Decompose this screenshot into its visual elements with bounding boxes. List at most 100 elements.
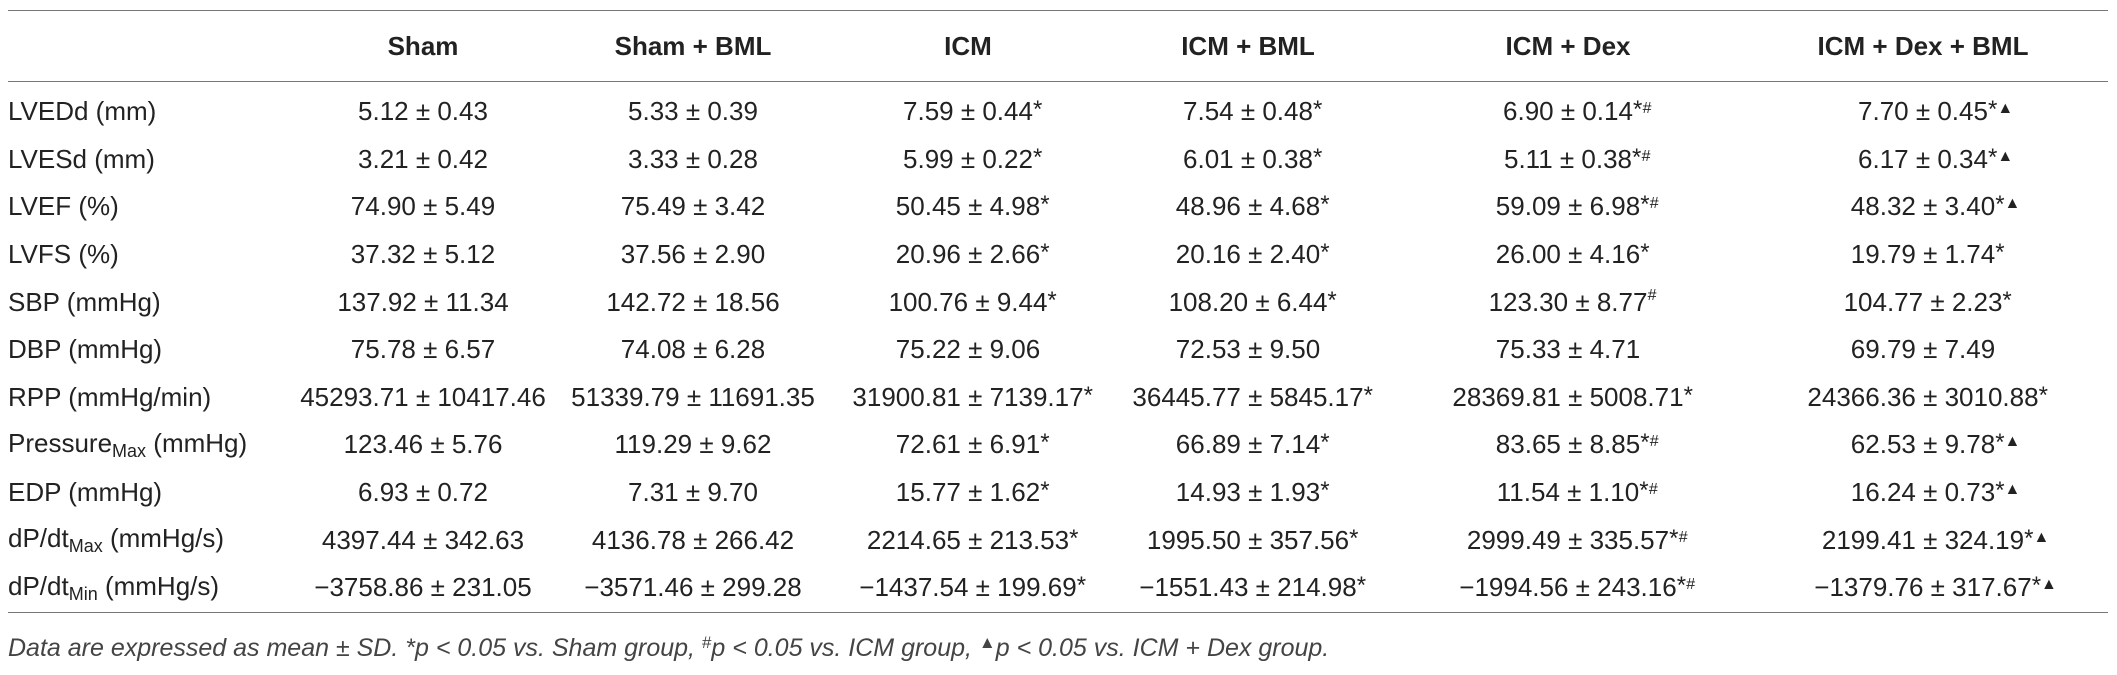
cell-content: 20.96 ± 2.66 * <box>896 239 1050 270</box>
cell-content: 6.17 ± 0.34 *▲ <box>1858 144 2013 175</box>
star-mark: * <box>1083 381 1093 409</box>
star-mark: * <box>1995 191 2005 219</box>
table-body: LVEDd (mm) 5.12 ± 0.43 5.33 ± 0.39 7.59 ± 0… <box>8 82 2108 613</box>
header-cell <box>8 11 298 82</box>
star-mark: * <box>1987 96 1998 124</box>
table-cell: −1437.54 ± 199.69 * <box>838 564 1098 612</box>
star-mark: * <box>1320 429 1330 457</box>
table-cell: 48.96 ± 4.68 * <box>1098 183 1398 231</box>
star-mark: * <box>1632 96 1643 124</box>
table-cell: 7.59 ± 0.44 * <box>838 82 1098 136</box>
triangle-mark: ▲ <box>1997 100 2014 118</box>
significance-marks: * <box>1047 285 1056 312</box>
table-row: LVEDd (mm) 5.12 ± 0.43 5.33 ± 0.39 7.59 ± 0… <box>8 82 2108 136</box>
table-cell: −1994.56 ± 243.16 *# <box>1398 564 1738 612</box>
cell-content: 75.22 ± 9.06 <box>896 334 1040 365</box>
cell-content: 45293.71 ± 10417.46 <box>300 382 546 413</box>
cell-content: −3571.46 ± 299.28 <box>584 572 801 603</box>
row-label-text: dP/dt <box>8 570 69 601</box>
cell-content: −1437.54 ± 199.69 * <box>859 572 1086 603</box>
star-mark: * <box>1047 286 1057 314</box>
significance-marks: *# <box>1640 427 1658 455</box>
cell-content: 62.53 ± 9.78 *▲ <box>1850 429 2021 460</box>
hash-mark: # <box>1647 286 1657 304</box>
cell-value: 59.09 ± 6.98 <box>1495 191 1641 222</box>
cell-content: 72.53 ± 9.50 <box>1176 334 1320 365</box>
cell-content: 75.78 ± 6.57 <box>351 334 495 365</box>
cell-value: 100.76 ± 9.44 <box>888 286 1048 317</box>
significance-marks: *▲ <box>1988 142 2013 169</box>
significance-marks: * <box>1357 570 1366 598</box>
cell-content: 15.77 ± 1.62 * <box>896 477 1050 508</box>
star-mark: * <box>1320 477 1330 505</box>
cell-content: 142.72 ± 18.56 <box>606 287 779 318</box>
cell-value: 75.49 ± 3.42 <box>620 191 766 222</box>
cell-content: 5.99 ± 0.22 * <box>903 144 1042 175</box>
cell-value: 19.79 ± 1.74 <box>1850 239 1996 270</box>
significance-marks: * <box>1320 237 1329 265</box>
table-row: PressureMax (mmHg) 123.46 ± 5.76 119.29 ± … <box>8 421 2108 469</box>
star-mark: * <box>1676 572 1687 600</box>
star-mark: * <box>1040 477 1050 505</box>
cell-content: 66.89 ± 7.14 * <box>1175 429 1330 460</box>
table-cell: 137.92 ± 11.34 <box>298 278 548 326</box>
cell-value: 5.11 ± 0.38 <box>1504 143 1632 174</box>
table-cell: 7.54 ± 0.48 * <box>1098 82 1398 136</box>
cell-value: 66.89 ± 7.14 <box>1175 429 1321 460</box>
cell-content: 4136.78 ± 266.42 <box>592 525 794 556</box>
row-label-unit: (mmHg/s) <box>102 523 225 554</box>
cell-value: 7.70 ± 0.45 <box>1858 96 1988 127</box>
significance-marks: *# <box>1633 94 1652 122</box>
star-mark: * <box>1320 191 1330 219</box>
triangle-mark: ▲ <box>2004 195 2021 213</box>
star-mark: * <box>1312 96 1323 124</box>
cell-value: 123.30 ± 8.77 <box>1488 286 1648 317</box>
table-cell: 75.22 ± 9.06 <box>838 326 1098 374</box>
row-label: LVESd (mm) <box>8 136 298 184</box>
table-cell: −3571.46 ± 299.28 <box>548 564 838 612</box>
cell-content: 69.79 ± 7.49 <box>1851 334 1995 365</box>
cell-value: 14.93 ± 1.93 <box>1175 477 1321 508</box>
star-mark: * <box>1669 524 1679 552</box>
cell-content: 7.59 ± 0.44 * <box>903 96 1042 127</box>
cell-value: 83.65 ± 8.85 <box>1495 429 1641 460</box>
cell-value: 5.33 ± 0.39 <box>628 96 758 127</box>
row-label: EDP (mmHg) <box>8 469 298 517</box>
table-cell: 2199.41 ± 324.19 *▲ <box>1738 516 2108 564</box>
significance-marks: * <box>1040 427 1049 455</box>
table-cell: 5.11 ± 0.38 *# <box>1398 136 1738 184</box>
significance-marks: * <box>1320 189 1329 217</box>
row-label: SBP (mmHg) <box>8 278 298 326</box>
triangle-symbol: ▲ <box>978 632 996 652</box>
cell-content: 1995.50 ± 357.56 * <box>1147 525 1359 556</box>
cell-value: 62.53 ± 9.78 <box>1850 429 1996 460</box>
cell-value: 3.21 ± 0.42 <box>358 143 488 174</box>
hash-mark: # <box>1642 100 1652 118</box>
cell-value: 24366.36 ± 3010.88 <box>1807 381 2039 412</box>
significance-marks: *▲ <box>2024 523 2049 550</box>
table-footnote: Data are expressed as mean ± SD. *p < 0.… <box>8 633 2109 663</box>
star-mark: * <box>2038 381 2048 409</box>
star-mark: * <box>1639 477 1649 505</box>
cell-value: 2999.49 ± 335.57 <box>1466 524 1670 555</box>
table-cell: 45293.71 ± 10417.46 <box>298 374 548 422</box>
cell-content: 123.46 ± 5.76 <box>344 429 503 460</box>
cell-value: 48.96 ± 4.68 <box>1175 191 1321 222</box>
cell-content: 5.12 ± 0.43 <box>358 96 488 127</box>
cell-value: 75.33 ± 4.71 <box>1495 334 1641 365</box>
row-label-text: RPP (mmHg/min) <box>8 381 212 412</box>
cell-content: 72.61 ± 6.91 * <box>896 429 1050 460</box>
significance-marks: * <box>1313 142 1322 169</box>
row-label-subscript: Max <box>112 440 147 461</box>
cell-value: 137.92 ± 11.34 <box>337 286 509 317</box>
cell-content: 24366.36 ± 3010.88 * <box>1807 381 2048 413</box>
significance-marks: * <box>1077 570 1086 598</box>
table-cell: 100.76 ± 9.44 * <box>838 278 1098 326</box>
significance-marks: * <box>1364 380 1373 407</box>
star-mark: * <box>1349 524 1359 552</box>
cell-value: 26.00 ± 4.16 <box>1495 239 1641 270</box>
cell-content: 28369.81 ± 5008.71 * <box>1452 382 1693 413</box>
significance-marks: * <box>1033 94 1042 122</box>
row-label-text: Pressure <box>8 427 113 458</box>
table-cell: 62.53 ± 9.78 *▲ <box>1738 421 2108 469</box>
